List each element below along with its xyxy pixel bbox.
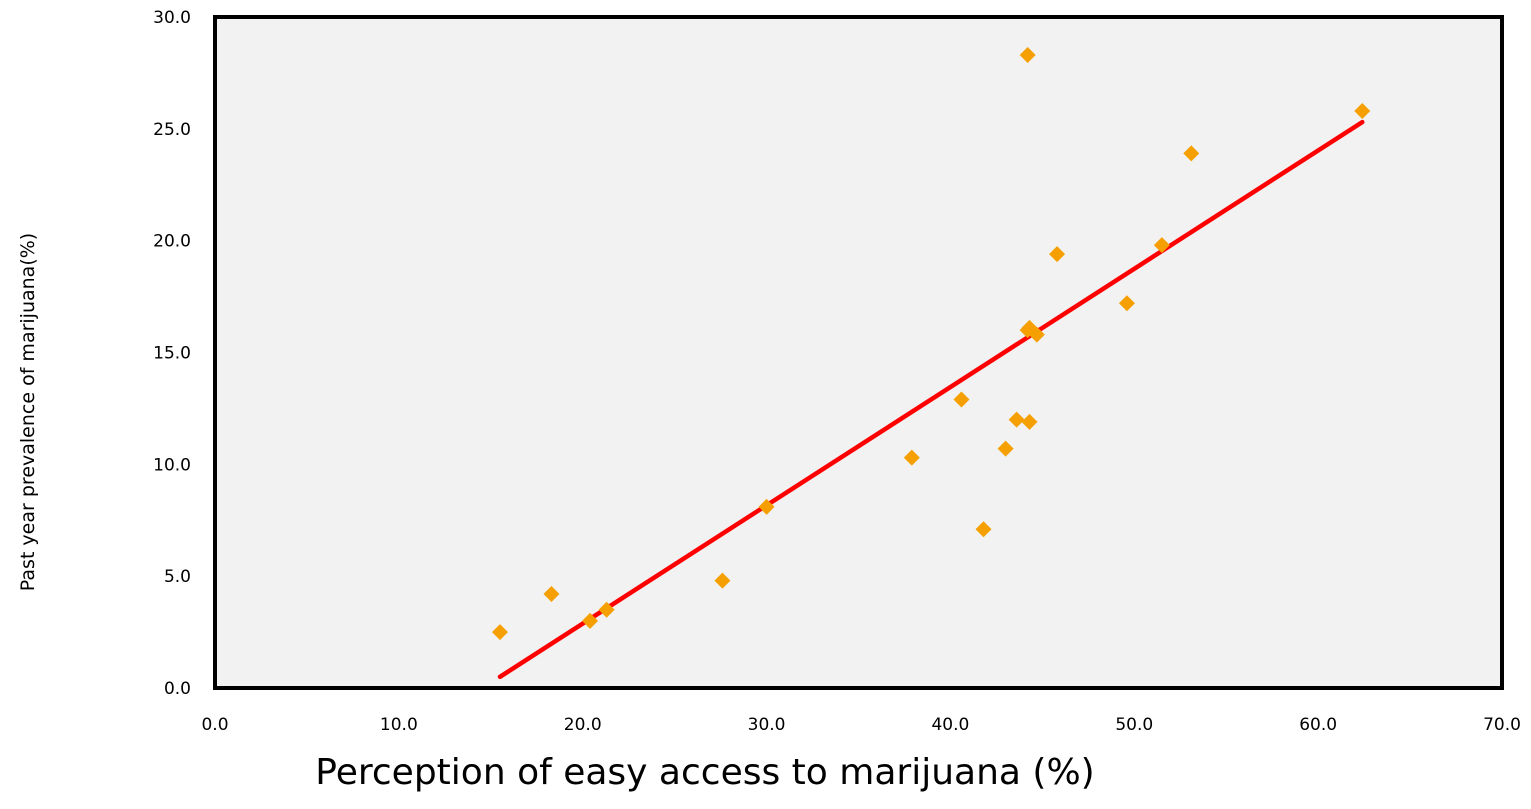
x-tick-label: 60.0 — [1299, 715, 1337, 735]
y-axis-title: Past year prevalence of marijuana(%) — [17, 233, 39, 591]
scatter-point — [758, 498, 775, 515]
trend-line — [497, 119, 1365, 680]
scatter-point — [714, 572, 731, 589]
x-tick-label: 40.0 — [931, 715, 969, 735]
scatter-point — [1008, 411, 1025, 428]
scatter-point — [1354, 102, 1371, 119]
scatter-point — [1118, 295, 1135, 312]
plot-frame — [213, 15, 1504, 690]
x-tick-label: 50.0 — [1115, 715, 1153, 735]
scatter-point — [903, 449, 920, 466]
scatter-point — [598, 601, 615, 618]
scatter-point — [543, 586, 560, 603]
x-tick-label: 70.0 — [1483, 715, 1521, 735]
scatter-point — [975, 521, 992, 538]
y-tick-label: 10.0 — [153, 455, 191, 475]
x-axis-title: Perception of easy access to marijuana (… — [315, 752, 1094, 793]
scatter-point — [1183, 145, 1200, 162]
y-tick-label: 5.0 — [164, 567, 191, 587]
x-tick-label: 10.0 — [380, 715, 418, 735]
x-tick-label: 20.0 — [564, 715, 602, 735]
y-tick-label: 15.0 — [153, 344, 191, 364]
plot-area — [215, 17, 1502, 688]
y-tick-label: 0.0 — [164, 679, 191, 699]
y-tick-label: 20.0 — [153, 232, 191, 252]
scatter-point — [1028, 326, 1045, 343]
x-tick-label: 30.0 — [748, 715, 786, 735]
scatter-point — [1049, 246, 1066, 263]
scatter-point — [997, 440, 1014, 457]
scatter-point — [953, 391, 970, 408]
x-tick-label: 0.0 — [201, 715, 228, 735]
scatter-point — [1153, 237, 1170, 254]
y-tick-label: 30.0 — [153, 8, 191, 28]
scatter-point — [491, 624, 508, 641]
scatter-point — [1021, 413, 1038, 430]
scatter-point — [1019, 47, 1036, 64]
scatter-point — [582, 612, 599, 629]
y-tick-label: 25.0 — [153, 120, 191, 140]
